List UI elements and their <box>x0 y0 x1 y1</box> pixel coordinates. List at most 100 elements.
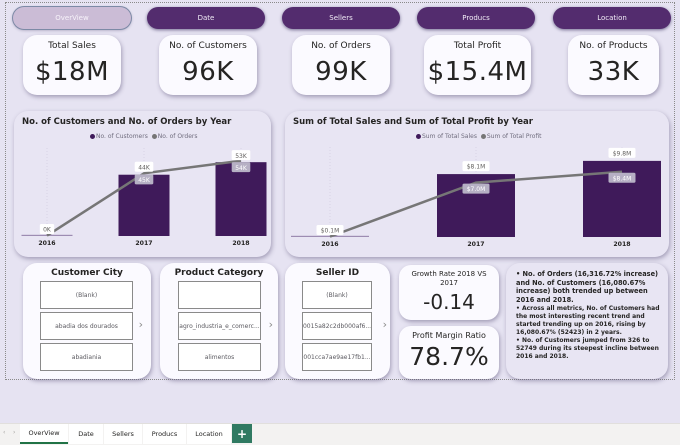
x-tick-label: 2018 <box>613 241 630 248</box>
line-data-label: $8.4M <box>613 175 632 182</box>
chart-title: No. of Customers and No. of Orders by Ye… <box>22 117 232 127</box>
slicer-customer-city: Customer City (Blank) abadia dos dourado… <box>23 263 151 379</box>
growth-rate-label: Growth Rate 2018 VS 2017 <box>411 270 487 287</box>
chart-legend: No. of Customers No. of Orders <box>90 133 198 140</box>
tab-prev-icon[interactable]: ‹ <box>3 429 6 436</box>
line-data-label: $7.0M <box>467 186 486 193</box>
kpi-label: Total Sales <box>48 41 96 51</box>
customers-orders-chart[interactable]: No. of Customers and No. of Orders by Ye… <box>14 111 271 257</box>
chevron-right-icon[interactable]: › <box>382 318 387 331</box>
slicer-tile[interactable]: abadiania <box>40 343 133 371</box>
kpi-label: No. of Orders <box>311 41 371 51</box>
slicer-tile[interactable]: alimentos <box>178 343 261 371</box>
bar-data-label: $0.1M <box>321 228 340 235</box>
legend-label-sales: Sum of Total Sales <box>422 133 477 140</box>
tab-producs[interactable]: Producs <box>143 424 186 444</box>
slicer-tile[interactable]: 001cca7ae9ae17fb1... <box>302 343 372 371</box>
kpi-label: No. of Products <box>579 41 648 51</box>
legend-dot-orders <box>151 134 157 139</box>
x-tick-label: 2018 <box>232 240 249 247</box>
narrative-point: • No. of Customers jumped from 326 to 52… <box>516 337 659 361</box>
bar-data-label-bg <box>39 224 55 234</box>
kpi-label: No. of Customers <box>169 41 247 51</box>
legend-dot-sales <box>416 134 421 139</box>
slicer-title: Product Category <box>174 268 264 278</box>
legend-label-customers: No. of Customers <box>96 133 148 140</box>
tab-next-icon[interactable]: › <box>13 429 16 436</box>
line-data-label-bg <box>462 183 490 194</box>
nav-button-overview[interactable]: OverView <box>13 7 131 29</box>
chevron-right-icon[interactable]: › <box>268 318 273 331</box>
chart-legend: Sum of Total Sales Sum of Total Profit <box>416 133 542 140</box>
chart-plot: 2016 2017 2018 $0.1M $8.1M $7.0M $9.8M $8.4M <box>291 147 661 248</box>
narrative-point: • Across all metrics, No. of Customers h… <box>516 305 660 336</box>
kpi-value: $15.4M <box>427 57 528 87</box>
chart-plot: 2016 2017 2018 0K 44K 45K 53K 54K <box>21 148 267 247</box>
page-tab-bar: ‹ › OverView Date Sellers Producs Locati… <box>0 423 680 445</box>
kpi-no-of-customers: No. of Customers 96K <box>159 35 257 95</box>
nav-button-producs[interactable]: Producs <box>417 7 535 29</box>
kpi-total-sales: Total Sales $18M <box>23 35 121 95</box>
bar-data-label: 44K <box>138 164 151 171</box>
slicer-tile[interactable]: (Blank) <box>40 281 133 309</box>
bar-data-label: $8.1M <box>467 164 486 171</box>
kpi-value: $18M <box>34 57 110 87</box>
nav-button-date[interactable]: Date <box>147 7 265 29</box>
kpi-value: 33K <box>587 57 640 87</box>
bar-data-label-bg <box>134 161 154 172</box>
kpi-no-of-products: No. of Products 33K <box>568 35 659 95</box>
legend-dot-customers <box>90 134 95 139</box>
bar-data-label: 0K <box>43 227 52 234</box>
tab-location[interactable]: Location <box>187 424 231 444</box>
tab-overview[interactable]: OverView <box>20 424 68 444</box>
growth-rate-card: Growth Rate 2018 VS 2017 -0.14 <box>399 265 499 320</box>
add-page-button[interactable]: + <box>232 424 252 443</box>
bar-data-label-bg <box>231 150 251 161</box>
slicer-title: Customer City <box>51 268 123 278</box>
line-data-label-bg <box>134 174 154 185</box>
nav-button-location[interactable]: Location <box>553 7 671 29</box>
bar-data-label-bg <box>462 161 490 172</box>
kpi-label: Total Profit <box>453 41 502 51</box>
line-data-label-bg <box>608 172 636 183</box>
slicer-tile[interactable] <box>178 281 261 309</box>
bar-data-label: 53K <box>235 153 248 160</box>
bar-data-label: $9.8M <box>613 150 632 157</box>
line-data-label: 45K <box>138 177 151 184</box>
report-canvas: OverView Date Sellers Producs Location T… <box>0 0 680 425</box>
bar-data-label-bg <box>316 225 344 235</box>
tab-sellers[interactable]: Sellers <box>104 424 142 444</box>
x-tick-label: 2017 <box>135 240 152 247</box>
kpi-value: 99K <box>315 57 367 87</box>
profit-margin-label: Profit Margin Ratio <box>412 331 486 340</box>
legend-label-profit: Sum of Total Profit <box>486 133 542 140</box>
slicer-tile[interactable]: abadia dos dourados <box>40 312 133 340</box>
sales-profit-chart[interactable]: Sum of Total Sales and Sum of Total Prof… <box>285 111 669 257</box>
kpi-total-profit: Total Profit $15.4M <box>424 35 531 95</box>
tab-date[interactable]: Date <box>69 424 103 444</box>
profit-margin-value: 78.7% <box>409 342 489 371</box>
x-tick-label: 2016 <box>38 240 55 247</box>
line-data-label-bg <box>231 162 251 173</box>
growth-rate-value: -0.14 <box>423 289 475 314</box>
slicer-title: Seller ID <box>315 268 360 278</box>
line-data-label: 54K <box>235 165 248 172</box>
narrative-text: No. of Orders (16,316.72% increase) and … <box>516 270 659 304</box>
slicer-tile[interactable]: 0015a82c2db000af6... <box>302 312 372 340</box>
legend-dot-profit <box>480 134 486 139</box>
kpi-value: 96K <box>182 57 234 87</box>
profit-margin-card: Profit Margin Ratio 78.7% <box>399 326 499 379</box>
slicer-tile[interactable]: agro_industria_e_comerc... <box>178 312 261 340</box>
nav-button-sellers[interactable]: Sellers <box>282 7 400 29</box>
bar-2018[interactable] <box>215 162 267 236</box>
bar-data-label-bg <box>608 147 636 158</box>
narrative-point: • No. of Orders (16,316.72% increase) an… <box>516 270 659 304</box>
slicer-seller-id: Seller ID (Blank) 0015a82c2db000af6... 0… <box>285 263 390 379</box>
slicer-tile[interactable]: (Blank) <box>302 281 372 309</box>
kpi-no-of-orders: No. of Orders 99K <box>292 35 390 95</box>
chevron-right-icon[interactable]: › <box>138 318 143 331</box>
narrative-text: Across all metrics, No. of Customers had… <box>516 305 660 336</box>
slicer-product-category: Product Category agro_industria_e_comerc… <box>160 263 278 379</box>
narrative-text: No. of Customers jumped from 326 to 5274… <box>516 337 659 361</box>
smart-narrative: • No. of Orders (16,316.72% increase) an… <box>506 263 668 379</box>
